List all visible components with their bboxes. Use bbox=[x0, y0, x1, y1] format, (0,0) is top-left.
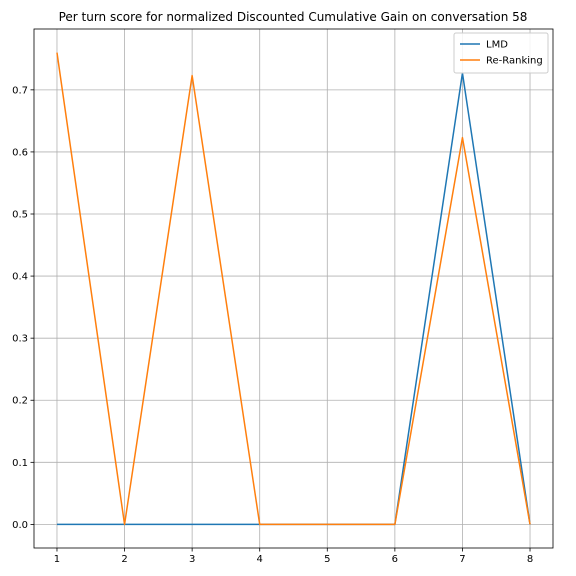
x-tick-label: 5 bbox=[324, 554, 330, 565]
legend: LMD Re-Ranking bbox=[453, 32, 549, 74]
y-tick-label: 0.1 bbox=[12, 458, 28, 469]
y-tick-label: 0.0 bbox=[12, 520, 28, 531]
legend-label: Re-Ranking bbox=[486, 56, 543, 67]
x-tick-label: 8 bbox=[527, 554, 533, 565]
series-line-re-ranking bbox=[56, 52, 531, 526]
x-tick-label: 3 bbox=[189, 554, 195, 565]
y-tick-label: 0.4 bbox=[12, 272, 28, 283]
series-line-lmd bbox=[56, 72, 531, 526]
plot-frame bbox=[33, 28, 554, 549]
x-tick-label: 2 bbox=[121, 554, 127, 565]
legend-label: LMD bbox=[486, 40, 508, 51]
x-tick-label: 6 bbox=[392, 554, 398, 565]
axis-ticks: 1 2 3 4 5 6 7 8 0.0 0.1 0.2 0.3 0.4 0.5 0.6 0.7 bbox=[12, 85, 533, 565]
legend-box bbox=[453, 32, 549, 74]
y-tick-label: 0.5 bbox=[12, 210, 28, 221]
y-tick-label: 0.3 bbox=[12, 334, 28, 345]
y-tick-label: 0.7 bbox=[12, 85, 28, 96]
x-tick-label: 4 bbox=[257, 554, 263, 565]
x-tick-label: 7 bbox=[459, 554, 465, 565]
y-tick-label: 0.2 bbox=[12, 396, 28, 407]
grid bbox=[34, 29, 553, 548]
x-tick-label: 1 bbox=[54, 554, 60, 565]
series-lines bbox=[56, 52, 531, 526]
y-tick-label: 0.6 bbox=[12, 147, 28, 158]
chart-title: Per turn score for normalized Discounted… bbox=[59, 10, 528, 24]
